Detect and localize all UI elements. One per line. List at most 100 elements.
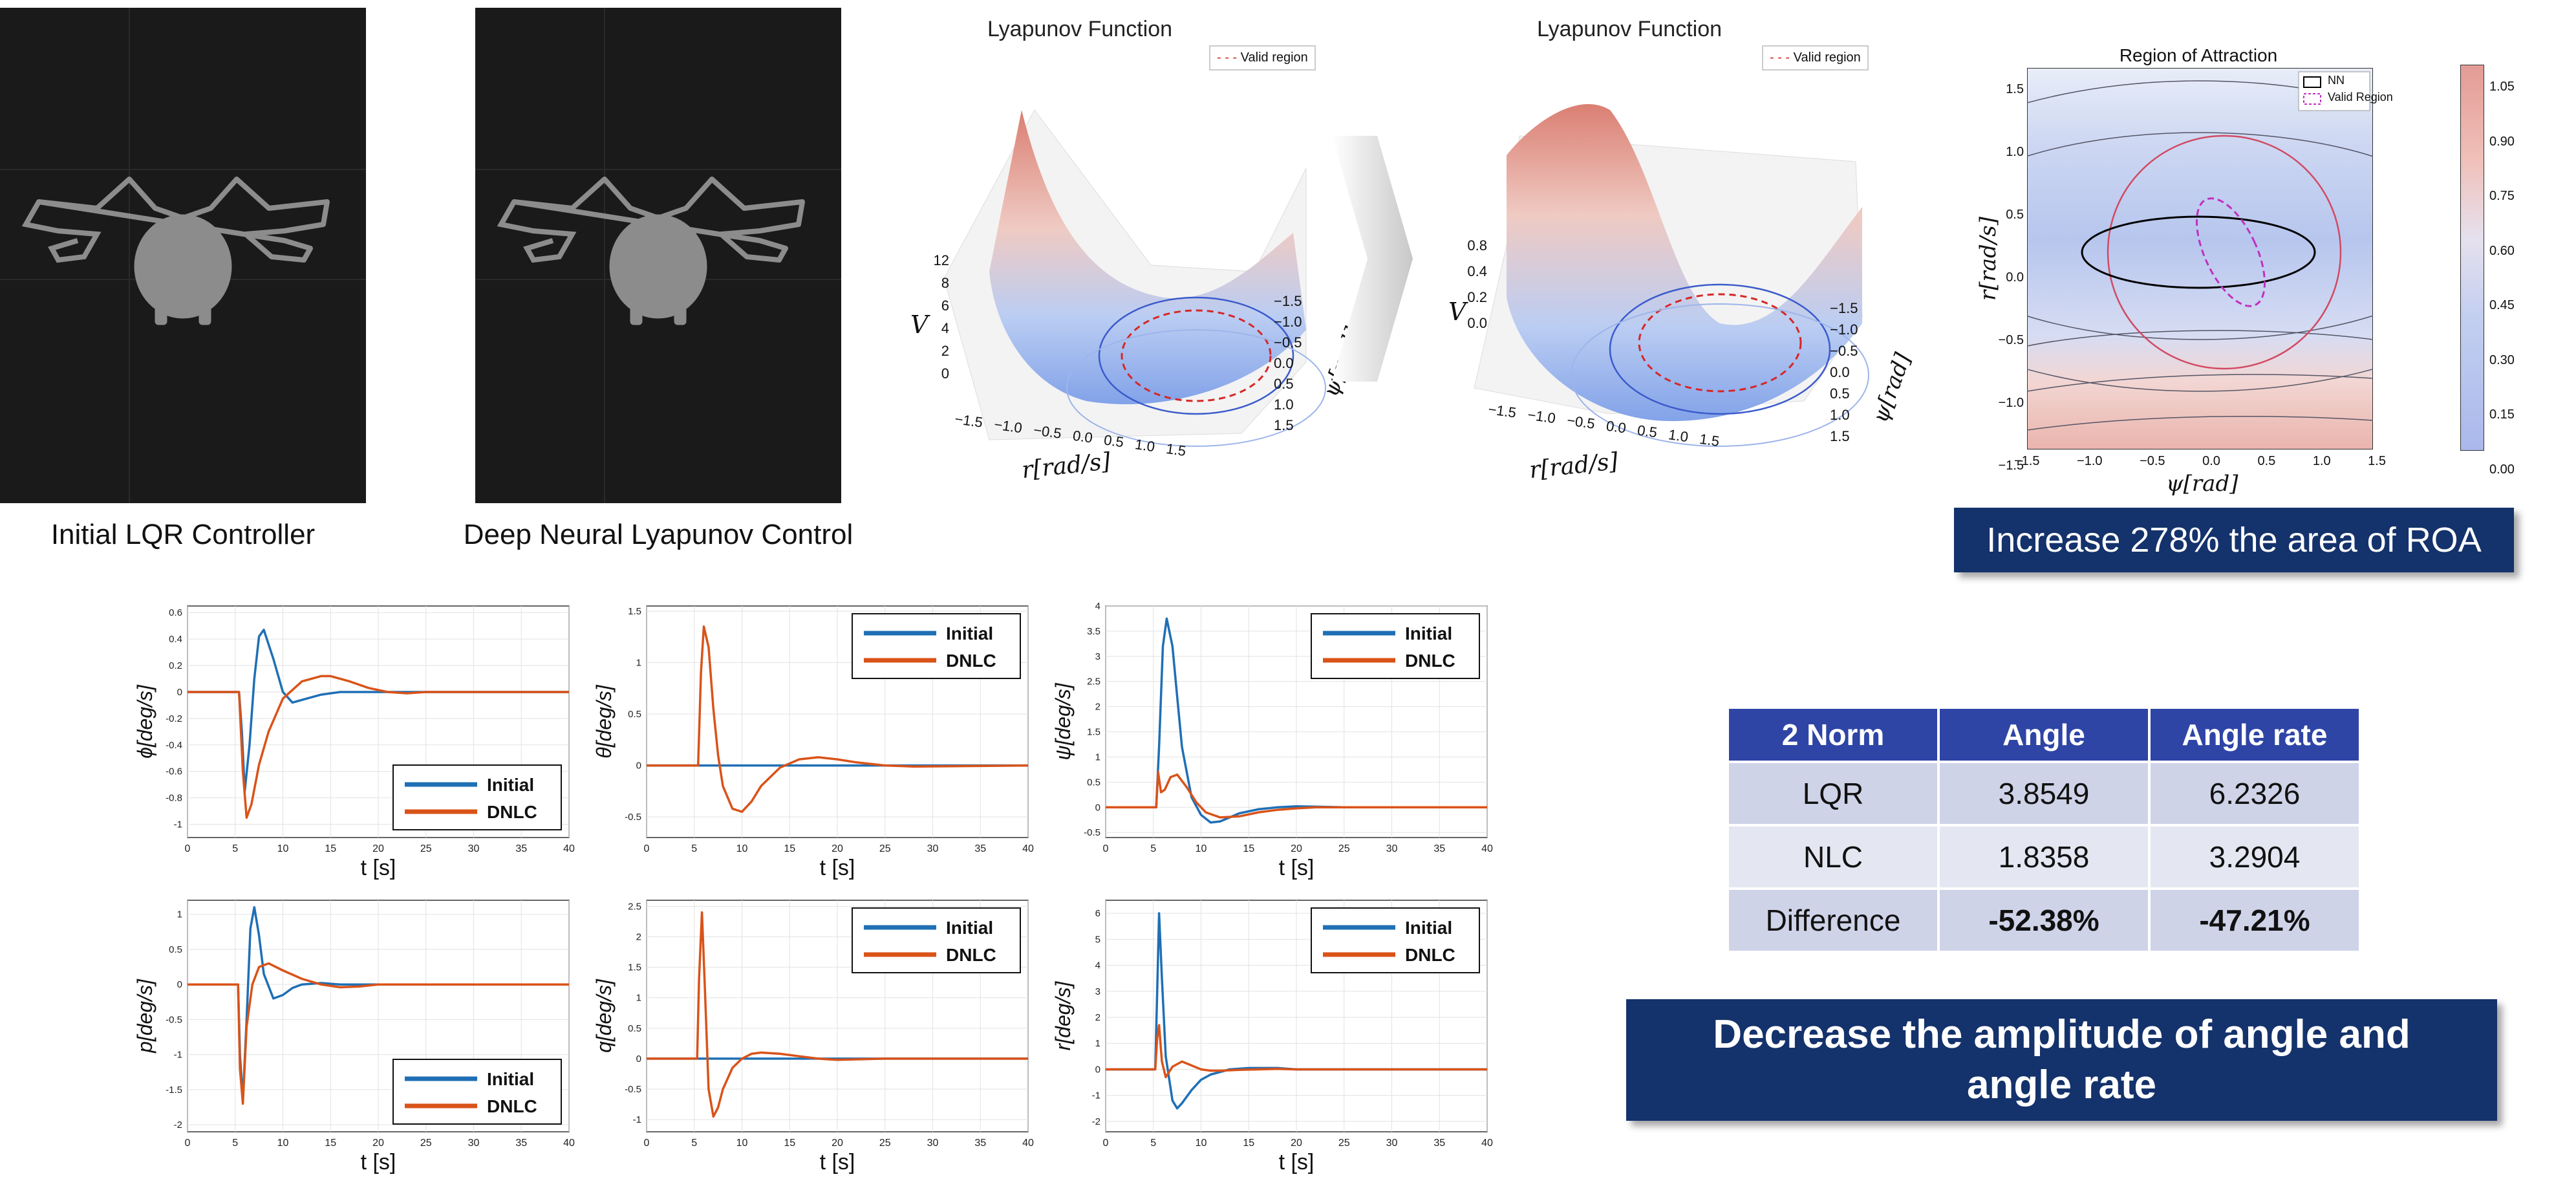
plot-legend: Initial DNLC <box>1311 613 1480 679</box>
plot-legend: Initial DNLC <box>1311 907 1480 973</box>
colorbar-tick: 0.75 <box>2489 189 2515 203</box>
lyapunov-right-title: Lyapunov Function <box>1536 17 1723 41</box>
y-tick-label: -1 <box>1092 1090 1100 1101</box>
x-tick-label: 5 <box>691 1138 697 1149</box>
y-tick-label: 1 <box>636 993 641 1004</box>
series-line-dnlc <box>1106 1024 1487 1079</box>
x-tick-label: 35 <box>1433 1138 1445 1149</box>
legend-label: Initial <box>1405 918 1452 938</box>
legend-label: Initial <box>946 918 993 938</box>
y-tick-label: 0.5 <box>628 709 641 720</box>
x-tick: 1.5 <box>1698 430 1721 449</box>
x-tick: −1.0 <box>2077 454 2103 468</box>
y-tick: 1.0 <box>1274 396 1294 413</box>
y-tick: −1.0 <box>1274 314 1302 330</box>
y-tick-label: 3.5 <box>1087 626 1100 637</box>
y-tick-label: 1.5 <box>628 606 641 617</box>
y-tick-label: 4 <box>1095 960 1100 971</box>
y-tick-label: -1 <box>174 819 182 830</box>
x-tick-label: 0 <box>1103 843 1109 854</box>
lyapunov-left-zlabel: V <box>910 310 928 339</box>
x-tick-label: 5 <box>1150 1138 1156 1149</box>
y-tick-label: -0.6 <box>166 766 182 777</box>
z-tick: 0 <box>941 365 949 382</box>
roa-legend-valid: Valid Region <box>2328 91 2393 103</box>
x-tick-label: 30 <box>927 843 939 854</box>
y-tick-label: -0.5 <box>625 1084 641 1095</box>
y-tick-label: 2.5 <box>1087 676 1100 687</box>
colorbar-tick: 1.05 <box>2489 80 2515 94</box>
x-tick: −1.5 <box>2014 454 2040 468</box>
x-tick-label: 25 <box>879 843 891 854</box>
x-tick: 1.0 <box>1133 436 1156 455</box>
x-axis-label: t [s] <box>820 856 855 880</box>
y-tick-label: -1 <box>633 1114 641 1125</box>
x-tick-label: 15 <box>1243 843 1254 854</box>
x-tick-label: 35 <box>515 1138 527 1149</box>
y-tick: 0.0 <box>2006 270 2024 285</box>
y-tick-label: -0.8 <box>166 793 182 804</box>
x-axis-label: t [s] <box>361 856 396 880</box>
y-tick-label: 0.5 <box>628 1023 641 1034</box>
y-tick-label: -0.5 <box>166 1014 182 1025</box>
x-tick-label: 0 <box>185 843 191 854</box>
y-tick-label: -0.5 <box>625 812 641 823</box>
x-tick-label: 15 <box>784 1138 795 1149</box>
x-tick: 0.5 <box>1636 422 1658 441</box>
series-line-dnlc <box>647 911 1028 1118</box>
roa-title: Region of Attraction <box>2119 45 2278 65</box>
y-tick: −1.5 <box>1830 300 1858 316</box>
x-tick-label: 40 <box>563 1138 575 1149</box>
x-tick-label: 25 <box>420 843 432 854</box>
y-tick-label: 0 <box>1095 802 1100 813</box>
plot-legend: Initial DNLC <box>392 764 562 830</box>
z-tick: 0.0 <box>1467 315 1487 331</box>
y-tick-label: 0.6 <box>169 607 182 618</box>
x-tick-label: 35 <box>1433 843 1445 854</box>
roa-contour <box>2027 68 2373 449</box>
y-axis-label: r[deg/s] <box>1051 981 1075 1051</box>
table-header: Angle <box>1940 709 2148 761</box>
colorbar-tick: 0.15 <box>2489 407 2515 422</box>
x-tick-label: 10 <box>277 843 289 854</box>
z-tick: 0.4 <box>1467 263 1487 279</box>
plot-legend: Initial DNLC <box>392 1059 562 1125</box>
y-tick-label: 1.5 <box>628 962 641 973</box>
time-series-grid: 0 5 10 15 20 25 30 35 40 0.6 0.4 0.2 0 -0.2 -0.4 -0.6 -0… <box>123 598 1494 1187</box>
x-tick-label: 5 <box>232 843 238 854</box>
x-tick-label: 10 <box>1196 843 1207 854</box>
x-tick-label: 40 <box>1481 1138 1493 1149</box>
table-row: NLC 1.8358 3.2904 <box>1729 827 2359 887</box>
lyapunov-right-zticks: 0.8 0.4 0.2 0.0 <box>1461 233 1487 336</box>
x-tick-label: 15 <box>325 843 336 854</box>
lyapunov-right-yticks: −1.5 −1.0 −0.5 0.0 0.5 1.0 1.5 <box>1830 298 1858 447</box>
roa-xticks: −1.5 −1.0 −0.5 0.0 0.5 1.0 1.5 <box>2014 454 2386 469</box>
roa-yticks: 1.5 1.0 0.5 0.0 −0.5 −1.0 −1.5 <box>1998 58 2024 497</box>
table-cell: 1.8358 <box>1940 827 2148 887</box>
x-tick-label: 30 <box>1386 1138 1398 1149</box>
roa-colorbar <box>2460 65 2484 451</box>
legend-label: Initial <box>487 1069 534 1089</box>
x-tick-label: 20 <box>1291 1138 1302 1149</box>
y-tick: −1.5 <box>1998 459 2024 473</box>
z-tick: 2 <box>941 343 949 359</box>
lyapunov-plot-right: Lyapunov Function - - - Valid region V 0… <box>1442 13 1916 504</box>
z-tick: 8 <box>941 275 949 291</box>
x-tick-label: 5 <box>691 843 697 854</box>
legend-label: DNLC <box>1405 945 1455 965</box>
lyapunov-plot-left: Lyapunov Function - - - Valid region V 1… <box>892 13 1367 504</box>
time-series-plot: 0 5 10 15 20 25 30 35 40 1 0.5 0 -0.5 -1 -1.5 -2 t [s] p[… <box>123 892 575 1184</box>
x-tick-label: 35 <box>974 1138 986 1149</box>
y-tick: 0.0 <box>1830 364 1850 380</box>
y-tick-label: -2 <box>174 1120 182 1130</box>
series-line-initial <box>1106 617 1487 824</box>
x-tick: 1.5 <box>2368 454 2386 468</box>
y-tick: 1.0 <box>2006 145 2024 159</box>
time-series-plot: 0 5 10 15 20 25 30 35 40 0.6 0.4 0.2 0 -0.2 -0.4 -0.6 -0… <box>123 598 575 889</box>
y-tick: 0.0 <box>1274 355 1294 371</box>
colorbar-tick: 0.30 <box>2489 352 2515 367</box>
roa-ylabel: r[rad/s] <box>1975 217 2001 301</box>
colorbar-tick: 0.90 <box>2489 134 2515 149</box>
x-tick-label: 10 <box>277 1138 289 1149</box>
y-tick: 0.5 <box>1274 376 1294 392</box>
